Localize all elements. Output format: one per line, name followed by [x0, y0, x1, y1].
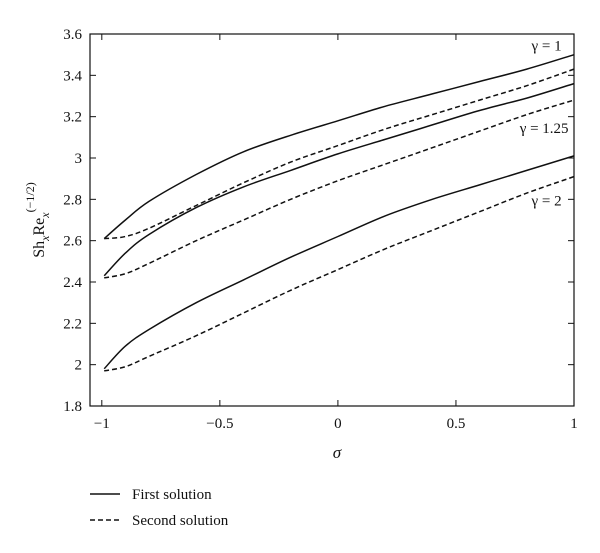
- series-line-gamma-2-dashed: [104, 175, 575, 372]
- x-tick-label: 0: [334, 416, 342, 432]
- y-tick-label: 1.8: [63, 399, 82, 415]
- x-tick-label: 1: [570, 416, 578, 432]
- y-tick-label: 2.2: [63, 316, 82, 332]
- x-axis-label: σ: [333, 443, 342, 462]
- y-label-sub1: x: [38, 235, 52, 242]
- series-line-gamma-1-25-dashed: [104, 99, 575, 279]
- annotation-label: γ = 2: [531, 194, 562, 210]
- y-tick-label: 3.2: [63, 110, 82, 126]
- y-tick-label: 3.6: [63, 27, 82, 43]
- y-tick-label: 2.4: [63, 275, 82, 291]
- y-label-sub2: x: [38, 212, 52, 219]
- y-label-sh: Sh: [31, 241, 48, 258]
- x-axis-ticks: −1 −0.5 0 0.5 1: [94, 34, 578, 432]
- annotation-label: γ = 1.25: [519, 121, 569, 137]
- legend: First solution Second solution: [90, 487, 229, 529]
- y-tick-label: 3: [75, 151, 83, 167]
- series-line-gamma-2-solid: [103, 155, 575, 370]
- y-tick-label: 2.8: [63, 192, 82, 208]
- annotations: γ = 1 γ = 1.25 γ = 2: [519, 39, 569, 210]
- y-axis-ticks: 1.8 2 2.2 2.4 2.6 2.8 3 3.2 3.4 3.6: [63, 27, 574, 415]
- x-tick-label: 0.5: [447, 416, 466, 432]
- series-line-gamma-1-solid: [103, 53, 575, 240]
- y-axis-label: ShxRex(−1/2): [23, 182, 52, 257]
- y-tick-label: 2: [75, 358, 83, 374]
- series-line-gamma-1-dashed: [104, 68, 575, 240]
- series-line-gamma-1-25-solid: [103, 82, 575, 277]
- y-tick-label: 3.4: [63, 68, 82, 84]
- series-group: [103, 53, 575, 372]
- plot-frame: [89, 33, 575, 407]
- annotation-label: γ = 1: [531, 39, 562, 55]
- legend-label-first: First solution: [132, 487, 212, 503]
- y-label-sup: (−1/2): [23, 182, 37, 212]
- y-tick-label: 2.6: [63, 234, 82, 250]
- x-tick-label: −0.5: [206, 416, 233, 432]
- legend-label-second: Second solution: [132, 513, 229, 529]
- x-tick-label: −1: [94, 416, 110, 432]
- y-label-re: Re: [31, 218, 48, 236]
